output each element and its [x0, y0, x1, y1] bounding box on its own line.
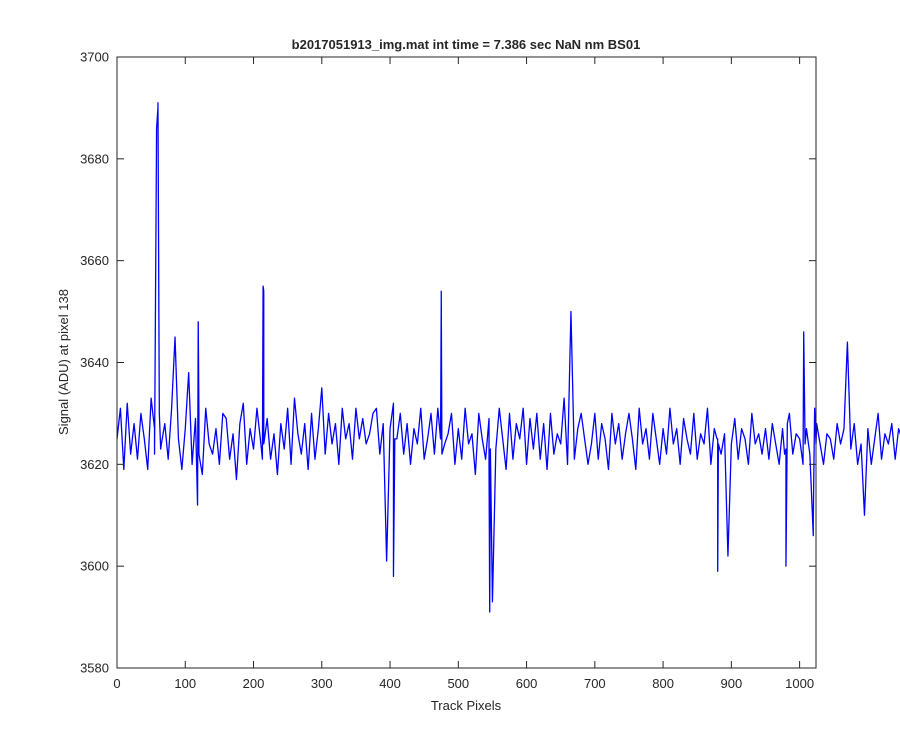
x-tick-label: 600: [516, 676, 538, 691]
x-tick-label: 400: [379, 676, 401, 691]
x-tick-label: 300: [311, 676, 333, 691]
y-axis-label: Signal (ADU) at pixel 138: [56, 289, 71, 435]
x-tick-label: 800: [652, 676, 674, 691]
chart-title: b2017051913_img.mat int time = 7.386 sec…: [292, 37, 641, 52]
y-tick-label: 3640: [80, 355, 109, 370]
y-tick-label: 3620: [80, 457, 109, 472]
series-line: [116, 102, 900, 613]
y-tick-label: 3600: [80, 559, 109, 574]
y-axis: 3580 3600 3620 3640 3660 3680 3700: [80, 50, 816, 676]
series-layer: [116, 102, 900, 613]
x-tick-label: 1000: [785, 676, 814, 691]
x-axis: 0 100 200 300 400 500 600 700 800 900 1000: [113, 57, 814, 691]
y-tick-label: 3680: [80, 151, 109, 166]
x-axis-label: Track Pixels: [431, 698, 502, 713]
x-tick-label: 900: [721, 676, 743, 691]
x-tick-label: 0: [113, 676, 120, 691]
x-tick-label: 100: [174, 676, 196, 691]
plot-area: [117, 57, 816, 668]
x-tick-label: 500: [447, 676, 469, 691]
x-tick-label: 200: [243, 676, 265, 691]
y-tick-label: 3660: [80, 253, 109, 268]
y-tick-label: 3700: [80, 50, 109, 65]
y-tick-label: 3580: [80, 661, 109, 676]
x-tick-label: 700: [584, 676, 606, 691]
